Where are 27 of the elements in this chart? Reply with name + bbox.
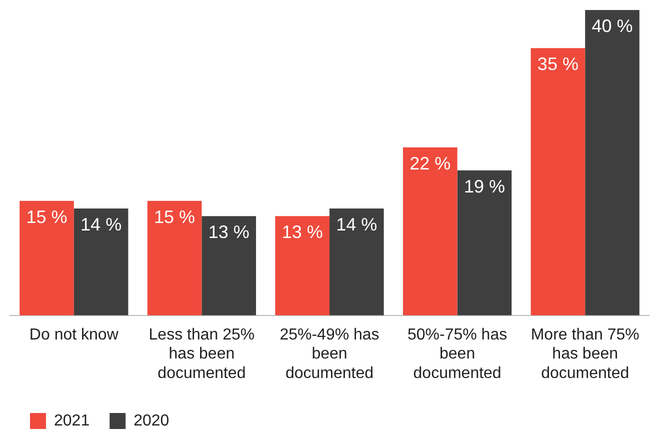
- data-label: 22 %: [410, 153, 451, 174]
- legend-label: 2021: [54, 412, 90, 430]
- data-label: 14 %: [336, 214, 378, 234]
- bar: [530, 48, 586, 316]
- bar: [402, 147, 458, 316]
- data-label: 13 %: [282, 222, 323, 242]
- data-label: 14 %: [80, 214, 122, 234]
- data-label: 15 %: [154, 206, 196, 227]
- data-label: 15 %: [26, 206, 68, 227]
- legend-label: 2020: [134, 412, 170, 430]
- bar: [275, 216, 330, 316]
- data-label: 13 %: [208, 222, 250, 242]
- bar: [20, 200, 74, 316]
- data-label: 19 %: [464, 176, 505, 196]
- x-tick-label: Do not know: [29, 326, 119, 344]
- x-tick-label: Less than 25% has been documented: [148, 326, 255, 382]
- x-tick-label: 25%-49% has been documented: [280, 326, 380, 382]
- bar: [457, 170, 512, 316]
- data-label: 35 %: [537, 54, 578, 74]
- bar: [330, 208, 384, 316]
- bar: [74, 208, 128, 316]
- x-tick-label: More than 75% has been documented: [530, 326, 640, 382]
- bar: [202, 216, 256, 316]
- bar: [585, 10, 640, 316]
- bar: [147, 200, 202, 316]
- x-tick-label: 50%-75% has been documented: [407, 326, 508, 382]
- data-label: 40 %: [592, 16, 633, 36]
